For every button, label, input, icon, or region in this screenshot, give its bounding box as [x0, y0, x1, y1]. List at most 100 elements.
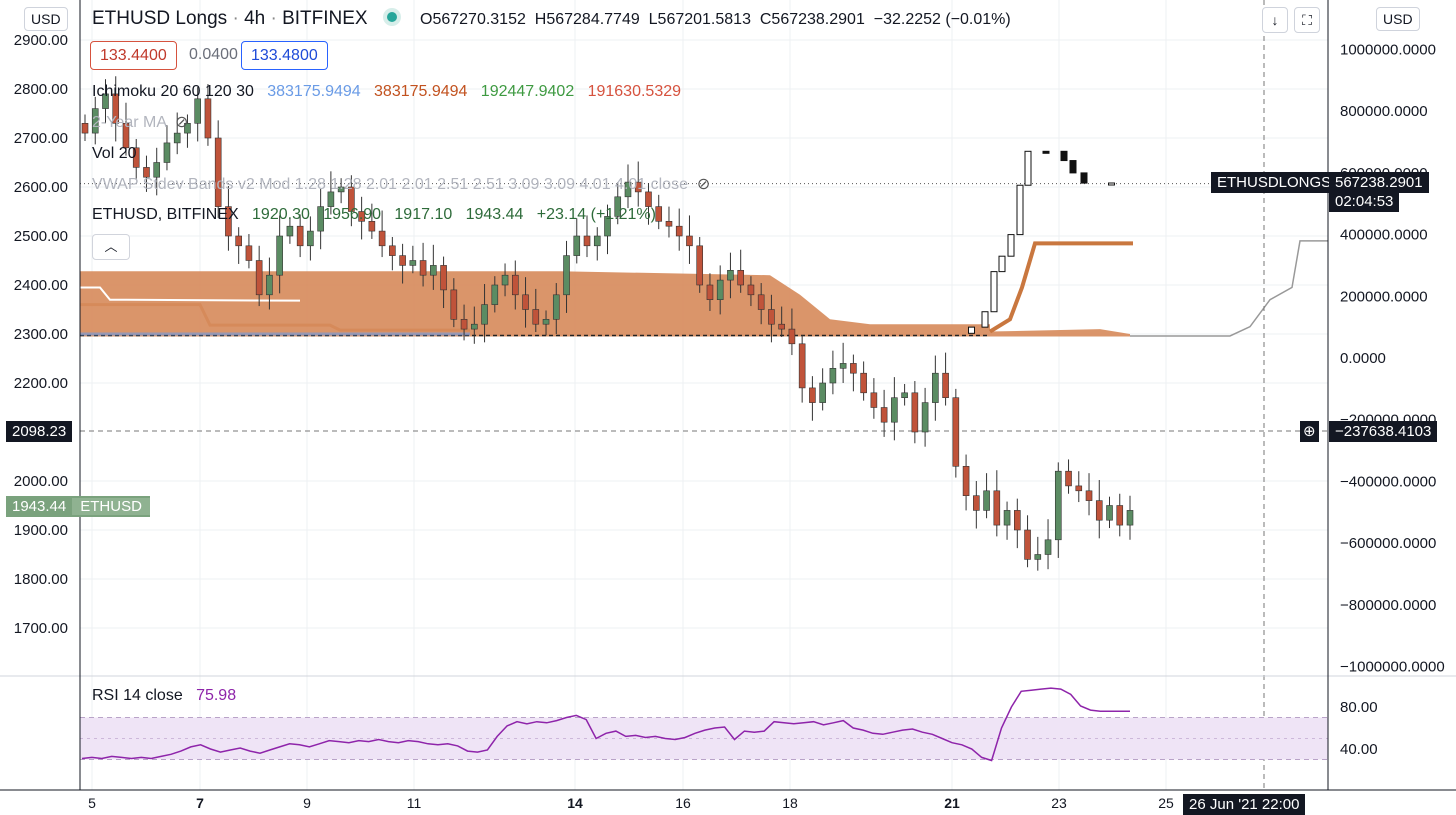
candle-body: [716, 279, 724, 301]
candle-body: [122, 123, 130, 149]
time-tick-label: 18: [782, 795, 798, 809]
candle-body: [1044, 539, 1052, 555]
candle-body: [276, 235, 283, 276]
ethusd-legend[interactable]: ETHUSD, BITFINEX 1920.30 1956.90 1917.10…: [92, 206, 656, 223]
longs-candle: [1024, 150, 1032, 186]
cloud-edge: [80, 303, 470, 332]
eye-crossed-icon[interactable]: ⊘: [170, 114, 189, 131]
candle-body: [880, 407, 888, 423]
candle-body: [942, 372, 949, 399]
candle-body: [727, 269, 734, 281]
candle-body: [552, 294, 560, 320]
candle-body: [317, 206, 324, 232]
collapse-legend-button[interactable]: ︿: [92, 234, 130, 260]
candle-body: [819, 382, 826, 403]
candle-body: [112, 93, 120, 124]
time-tick-label: 14: [567, 795, 583, 809]
candle-body: [132, 147, 140, 168]
longs-candle: [1016, 184, 1024, 236]
candle-body: [1003, 510, 1011, 526]
candle-body: [163, 142, 171, 163]
candle-body: [286, 225, 294, 237]
cloud-body: [80, 271, 1130, 337]
candle-body: [1095, 500, 1103, 521]
eye-crossed-icon[interactable]: ⊘: [692, 176, 711, 193]
candle-body: [1075, 485, 1083, 492]
candle-body: [778, 323, 785, 330]
candle-body: [665, 221, 673, 227]
crosshair-price-tag: 2098.23: [6, 421, 73, 442]
right-scale-label[interactable]: USD: [1376, 7, 1420, 31]
symbol-legend[interactable]: ETHUSD Longs · 4h · BITFINEX: [92, 9, 397, 29]
longs-name-tag: ETHUSDLONGS: [1211, 172, 1338, 193]
left-tick-label: 1700.00: [14, 620, 68, 637]
candle-body: [337, 186, 345, 193]
candle-body: [860, 372, 867, 394]
rsi-legend[interactable]: RSI 14 close 75.98: [92, 687, 237, 704]
candle-body: [91, 108, 99, 134]
ichimoku-cloud: [80, 0, 1328, 790]
left-scale-label[interactable]: USD: [24, 7, 68, 31]
add-alert-icon[interactable]: ⊕: [1300, 421, 1319, 442]
candle-body: [737, 269, 744, 286]
right-tick-label: 800000.0000: [1340, 103, 1428, 120]
crosshair-date-tag: 26 Jun '21 22:00: [1183, 794, 1306, 815]
candle-body: [1034, 554, 1042, 560]
left-tick-label: 2400.00: [14, 277, 68, 294]
longs-candle: [1069, 160, 1077, 174]
candle-body: [645, 191, 652, 207]
candle-body: [102, 93, 109, 109]
rsi-pane: [0, 675, 1456, 762]
candle-body: [399, 255, 406, 266]
candle-body: [358, 211, 365, 222]
candle-body: [1106, 505, 1113, 521]
rsi-tick-label: 40.00: [1340, 741, 1378, 758]
candle-body: [962, 465, 970, 496]
candle-body: [1116, 505, 1124, 526]
candle-body: [204, 98, 212, 139]
candle-body: [491, 284, 499, 305]
candle-body: [952, 397, 960, 467]
right-tick-label: 200000.0000: [1340, 288, 1428, 305]
right-tick-label: 0.0000: [1340, 350, 1386, 367]
candle-body: [809, 387, 816, 403]
longs-candle: [998, 255, 1006, 273]
candle-body: [757, 294, 765, 310]
left-tick-label: 2900.00: [14, 32, 68, 49]
spread-value: 0.0400: [189, 46, 238, 63]
candle-body: [901, 392, 908, 398]
candle-body: [296, 225, 304, 247]
chikou-line: [1130, 240, 1328, 337]
ichimoku-legend[interactable]: Ichimoku 20 60 120 30 383175.9494 383175…: [92, 83, 682, 100]
candle-body: [829, 367, 837, 384]
candle-body: [921, 402, 929, 433]
bid-price-button[interactable]: 133.4400: [90, 41, 177, 70]
candle-body: [450, 289, 458, 320]
candle-body: [593, 235, 601, 247]
vwap-legend[interactable]: VWAP Stdev Bands v2 Mod 1.28 1.28 2.01 2…: [92, 176, 711, 193]
volume-legend[interactable]: Vol 20: [92, 145, 137, 162]
right-tick-label: 400000.0000: [1340, 227, 1428, 244]
candle-body: [1065, 470, 1072, 487]
candle-body: [409, 260, 417, 266]
market-status-icon: [386, 12, 397, 22]
right-tick-label: −800000.0000: [1340, 597, 1436, 614]
candle-body: [983, 490, 990, 511]
longs-candle: [1080, 172, 1088, 184]
candle-body: [706, 284, 714, 300]
candle-body: [686, 235, 693, 247]
candle-body: [788, 328, 796, 345]
ask-price-button[interactable]: 133.4800: [241, 41, 328, 70]
candle-body: [839, 363, 847, 369]
longs-candle: [1108, 182, 1115, 186]
ma-legend[interactable]: 2-Year MA ⊘: [92, 114, 189, 131]
candle-body: [973, 495, 980, 511]
candle-body: [911, 392, 919, 433]
arrow-down-icon[interactable]: ↓: [1262, 7, 1288, 33]
interval: 4h: [244, 8, 266, 29]
candle-body: [194, 98, 201, 124]
rsi-tick-label: 80.00: [1340, 699, 1378, 716]
fullscreen-icon[interactable]: ⛶: [1294, 7, 1320, 33]
longs-countdown-tag: 02:04:53: [1329, 191, 1400, 212]
